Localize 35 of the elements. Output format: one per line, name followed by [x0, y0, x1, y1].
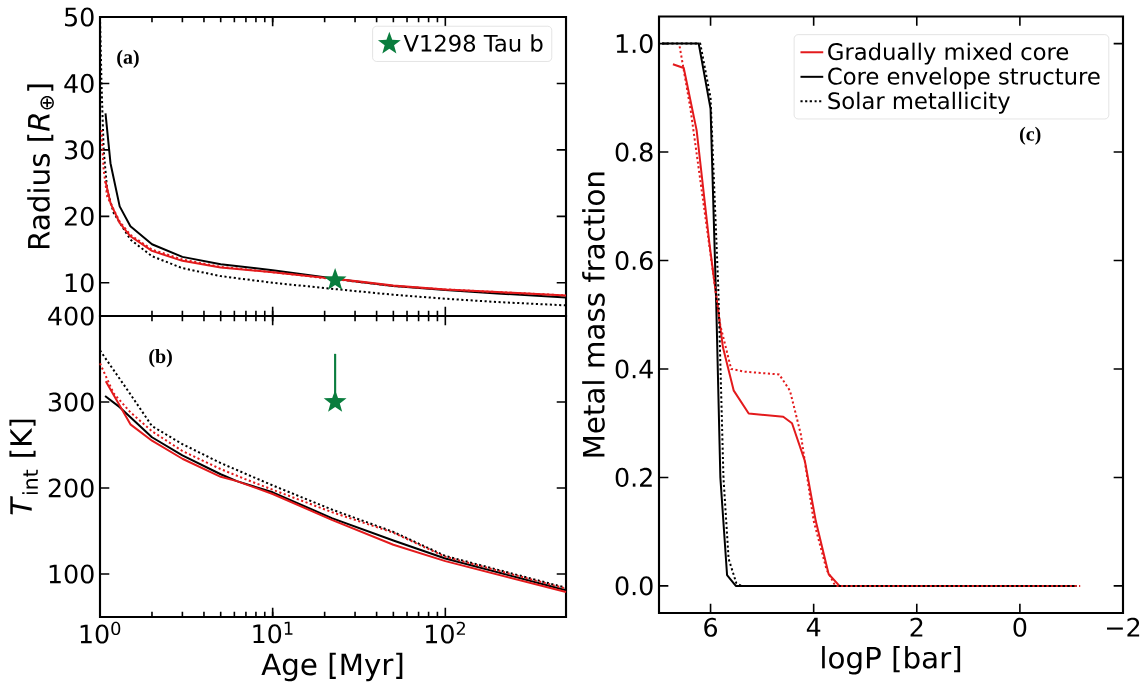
x-axis-title: Age [Myr] — [261, 652, 403, 682]
y-tick-label: 0.4 — [615, 359, 653, 379]
x-tick-label: 0 — [1013, 617, 1027, 637]
y-tick-label: 20 — [64, 206, 94, 226]
y-tick-label: 0.6 — [615, 250, 653, 271]
x-tick-label: 4 — [806, 617, 821, 637]
y-tick-label: 0.2 — [615, 467, 652, 488]
y-tick-label: 300 — [48, 392, 94, 412]
x-tick-label: 10$^{1}$ — [253, 621, 293, 644]
y-tick-label: 30 — [64, 140, 94, 160]
y-tick-label: 1.0 — [616, 34, 653, 54]
annotation: (b) — [149, 349, 172, 368]
y-tick-label: 40 — [64, 73, 94, 94]
legend-label: V1298 Tau b — [403, 34, 543, 52]
legend-label: Solar metallicity — [828, 91, 1010, 114]
x-tick-label: 6 — [704, 617, 718, 637]
x-axis-title: logP [bar] — [822, 646, 961, 675]
x-tick-label: −2 — [1107, 617, 1140, 637]
legend-label: Core envelope structure — [828, 67, 1100, 90]
y-tick-label: 50 — [65, 7, 94, 27]
y-tick-label: 400 — [48, 306, 94, 326]
y-axis-title: Metal mass fraction — [582, 172, 605, 457]
y-tick-label: 0.0 — [615, 576, 653, 596]
y-axis-title: T$_{int}$ [K] — [9, 419, 38, 515]
annotation: (c) — [1019, 126, 1041, 145]
y-tick-label: 10 — [65, 273, 94, 293]
legend-label: Gradually mixed core — [828, 42, 1069, 65]
y-tick-label: 0.8 — [615, 142, 653, 162]
x-tick-label: 10$^{0}$ — [80, 621, 121, 644]
y-tick-label: 100 — [49, 564, 94, 584]
annotation: (a) — [117, 49, 139, 68]
y-tick-label: 200 — [48, 478, 94, 498]
x-tick-label: 10$^{2}$ — [426, 621, 465, 644]
y-axis-title: Radius [R$_{⊕}$] — [27, 84, 54, 249]
x-tick-label: 2 — [910, 617, 923, 637]
